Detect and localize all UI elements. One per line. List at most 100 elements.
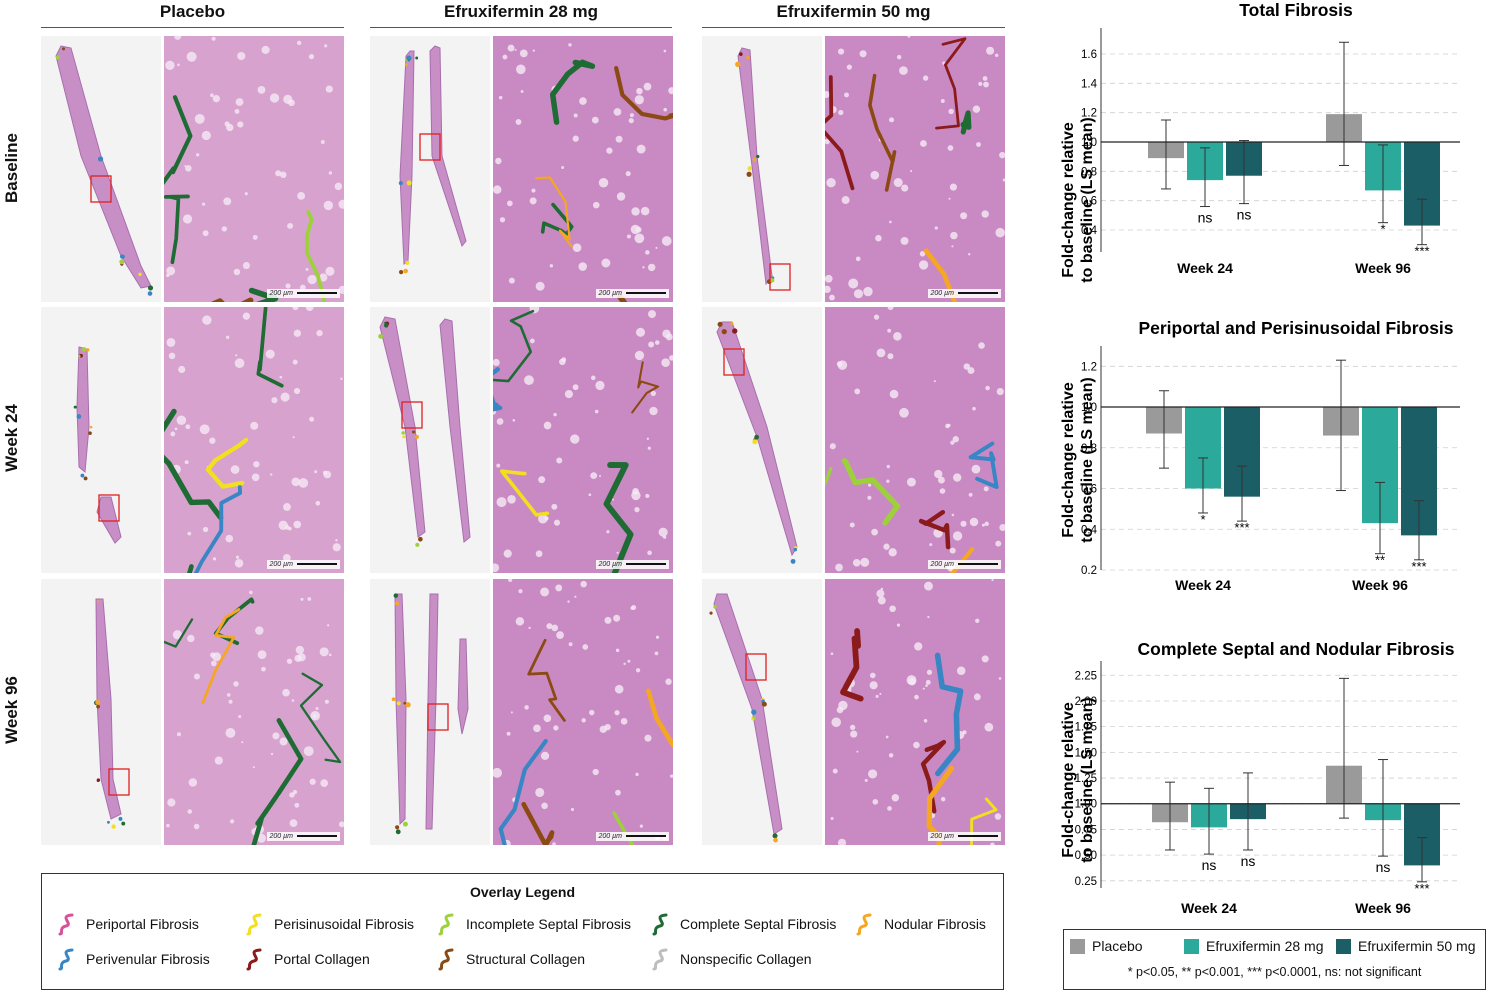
fat-vacuole [233,681,239,687]
scale-bar-label: 200 µm [930,833,955,840]
scale-bar-label: 200 µm [930,561,955,568]
tissue-background [493,307,673,573]
fat-vacuole [643,82,652,91]
fat-vacuole [636,144,646,154]
fat-vacuole [555,584,563,592]
fat-vacuole [233,268,241,276]
fat-vacuole [292,436,295,439]
chart-title: Total Fibrosis [1239,0,1353,20]
fat-vacuole [546,623,553,630]
fat-vacuole [875,694,879,698]
overlay-speck [96,600,100,603]
fat-vacuole [642,266,645,269]
scale-bar-line [297,292,337,295]
y-tick-label: 1.00 [1075,799,1097,811]
fat-vacuole [229,819,235,824]
fat-vacuole [225,727,236,738]
fat-vacuole [292,789,298,795]
fat-vacuole [601,258,611,268]
fat-vacuole [937,476,945,484]
fat-vacuole [241,741,244,744]
fat-vacuole [854,388,861,395]
y-tick-label: 0.2 [1081,565,1097,577]
scale-bar: 200 µm [595,832,669,841]
fat-vacuole [174,427,178,431]
overlay-legend-label: Periportal Fibrosis [86,916,199,932]
fat-vacuole [825,90,830,98]
overlay-legend-item: Portal Collagen [242,947,370,971]
fat-vacuole [990,842,995,845]
fat-vacuole [223,197,232,206]
biopsy-overview-image [702,307,822,573]
overlay-legend-label: Portal Collagen [274,951,370,967]
overlay-speck [414,434,419,439]
biopsy-overview-image [370,36,490,302]
fat-vacuole [837,838,847,845]
fat-vacuole [271,397,278,404]
fat-vacuole [532,49,535,52]
fat-vacuole [919,251,926,257]
fat-vacuole [287,222,294,229]
fat-vacuole [282,554,291,562]
fat-vacuole [507,495,516,504]
tissue-background [825,307,1005,573]
fat-vacuole [949,547,956,554]
fat-vacuole [211,36,216,41]
scale-bar: 200 µm [266,289,340,298]
fat-vacuole [646,437,650,441]
fat-vacuole [950,231,958,240]
scale-bar-label: 200 µm [269,561,294,568]
fat-vacuole [634,95,644,105]
fat-vacuole [272,732,280,740]
squiggle-icon [856,913,872,936]
fat-vacuole [493,185,502,194]
overlay-legend: Overlay Legend Periportal Fibrosis Perisi… [41,873,1004,990]
overlay-speck [793,547,798,552]
fat-vacuole [939,488,946,494]
overlay-speck [395,829,401,835]
y-axis-label: Fold-change relative to baseline (LS mean… [1060,117,1096,282]
fat-vacuole [1002,178,1005,182]
y-tick-label: 1.4 [1081,78,1098,90]
overlay-speck [746,55,750,60]
fat-vacuole [870,170,880,180]
fat-vacuole [900,236,909,245]
y-axis-label: Fold-change relative to baseline (LS mean… [1060,697,1096,862]
fat-vacuole [991,579,994,582]
fat-vacuole [613,108,622,116]
fat-vacuole [994,53,999,58]
squiggle-icon [652,948,668,971]
fibrosis-overlay-strand [631,361,660,414]
fat-vacuole [852,558,861,567]
fat-vacuole [995,227,1005,238]
legend-swatch [1336,938,1351,954]
fat-vacuole [860,557,870,567]
fat-vacuole [999,524,1005,532]
fat-vacuole [887,353,894,360]
column-header-efx50: Efruxifermin 50 mg [776,2,931,21]
fat-vacuole [210,652,216,658]
fat-vacuole [293,387,301,395]
fat-vacuole [590,472,598,480]
fat-vacuole [825,285,831,294]
fat-vacuole [868,769,878,779]
fat-vacuole [553,725,559,731]
overlay-speck [88,431,92,435]
fat-vacuole [661,236,672,246]
tissue-background [825,579,1005,845]
chart-legend-item-efx50: Efruxifermin 50 mg [1336,938,1475,954]
fat-vacuole [335,539,338,542]
fat-vacuole [518,589,523,594]
fat-vacuole [261,45,270,55]
fat-vacuole [309,778,316,785]
fat-vacuole [975,618,980,623]
y-tick-label: 0.4 [1081,524,1098,536]
fat-vacuole [880,587,884,591]
fat-vacuole [307,274,317,285]
bar [1187,142,1223,181]
fat-vacuole [995,540,1002,547]
overlay-speck [396,701,401,706]
fat-vacuole [535,550,543,558]
fat-vacuole [830,652,834,656]
fat-vacuole [614,684,624,694]
